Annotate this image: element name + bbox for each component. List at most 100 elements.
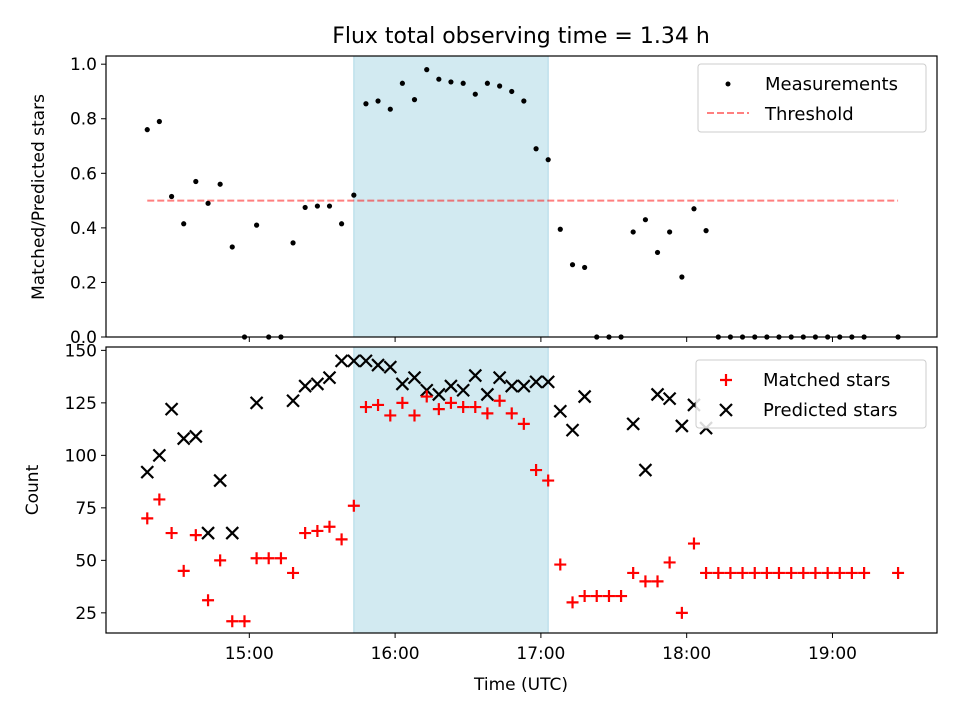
matched-star-point: [457, 401, 470, 414]
x-tick-label: 17:00: [516, 644, 565, 664]
matched-star-point: [639, 575, 652, 588]
measurement-point: [691, 206, 697, 212]
measurement-point: [448, 79, 454, 85]
matched-star-point: [274, 552, 287, 565]
predicted-star-point: [541, 375, 555, 389]
y-tick-label: 0.0: [70, 328, 97, 348]
predicted-star-point: [213, 473, 227, 488]
y-tick-label: 0.2: [70, 273, 97, 293]
matched-star-point: [566, 596, 579, 609]
predicted-star-point: [675, 419, 689, 433]
measurement-point: [460, 80, 466, 86]
y-tick-label: 1.0: [70, 55, 97, 75]
measurement-point: [375, 98, 381, 104]
predicted-star-point: [322, 370, 337, 385]
predicted-star-point: [395, 377, 410, 391]
matched-star-point: [299, 527, 312, 540]
predicted-star-point: [565, 423, 580, 437]
measurement-point: [472, 91, 478, 97]
measurement-point: [484, 80, 490, 86]
matched-star-point: [892, 566, 905, 579]
predicted-star-point: [164, 402, 179, 416]
matched-star-point: [530, 464, 543, 477]
measurement-point: [424, 67, 430, 73]
measurement-point: [642, 217, 649, 223]
x-tick-label: 19:00: [808, 644, 857, 664]
predicted-star-point: [383, 360, 398, 374]
predicted-star-point: [201, 526, 215, 540]
predicted-star-point: [529, 375, 543, 389]
legend-predicted-label: Predicted stars: [763, 400, 897, 421]
measurement-point: [667, 229, 673, 235]
measurement-point: [156, 118, 162, 125]
matched-star-point: [323, 520, 336, 533]
matched-star-point: [785, 566, 798, 579]
y-tick-label: 150: [65, 341, 97, 361]
predicted-star-point: [662, 391, 677, 406]
legend-threshold-label: Threshold: [764, 104, 854, 125]
measurement-point: [533, 146, 539, 152]
highlight-span: [353, 346, 549, 634]
matched-star-point: [311, 524, 324, 537]
matched-star-point: [858, 566, 871, 579]
matched-star-point: [615, 590, 628, 603]
highlight-span: [353, 55, 549, 338]
matched-star-point: [724, 566, 737, 579]
matched-star-point: [396, 396, 409, 409]
measurement-point: [205, 200, 211, 206]
bottom-panel: 25 50 75 100 125 150 15:00 16:00 17:00 18:00 19:0…: [23, 341, 938, 664]
matched-star-point: [420, 390, 433, 403]
predicted-star-point: [480, 387, 495, 402]
predicted-star-point: [444, 379, 458, 393]
matched-star-point: [432, 403, 445, 416]
measurement-point: [302, 204, 308, 211]
x-axis-label: Time (UTC): [473, 675, 568, 695]
matched-star-point: [214, 554, 227, 567]
measurement-point: [181, 221, 187, 227]
matched-star-point: [238, 615, 251, 628]
measurement-point: [193, 178, 199, 185]
matched-star-point: [554, 558, 567, 571]
matched-star-point: [262, 552, 275, 565]
matched-star-point: [384, 409, 397, 422]
matched-star-point: [663, 556, 676, 569]
top-ylabel: Matched/Predicted stars: [29, 94, 49, 300]
predicted-star-point: [225, 526, 240, 540]
matched-star-point: [372, 398, 385, 411]
predicted-star-point: [347, 354, 361, 368]
measurement-point: [387, 106, 393, 112]
measurement-point: [326, 203, 333, 209]
y-tick-label: 100: [65, 446, 97, 466]
chart-title: Flux total observing time = 1.34 h: [332, 24, 710, 49]
predicted-star-point: [419, 383, 434, 398]
predicted-star-point: [553, 404, 568, 419]
matched-star-point: [444, 396, 457, 409]
matched-star-point: [347, 499, 360, 512]
measurement-point: [290, 240, 296, 246]
matched-star-point: [141, 512, 154, 525]
matched-star-point: [833, 566, 846, 579]
top-legend-box: [697, 63, 927, 133]
predicted-star-point: [140, 465, 155, 479]
predicted-star-point: [189, 429, 203, 444]
predicted-star-point: [577, 389, 592, 404]
predicted-star-point: [334, 354, 349, 368]
top-legend: Measurements Threshold: [697, 63, 927, 133]
y-tick-label: 0.4: [70, 219, 97, 239]
predicted-star-point: [359, 354, 373, 368]
legend-predicted-marker: [719, 403, 733, 417]
matched-star-point: [153, 493, 166, 506]
matched-star-point: [359, 401, 372, 414]
measurement-point: [630, 229, 636, 235]
predicted-star-point: [626, 417, 640, 431]
measurement-point: [557, 226, 563, 232]
predicted-star-point: [650, 387, 665, 402]
matched-star-point: [748, 566, 761, 579]
bottom-ylabel: Count: [23, 464, 43, 515]
y-tick-label: 25: [75, 604, 97, 624]
predicted-star-point: [456, 383, 470, 398]
matched-star-point: [578, 590, 591, 603]
measurement-point: [654, 249, 661, 256]
matched-star-point: [408, 409, 421, 422]
